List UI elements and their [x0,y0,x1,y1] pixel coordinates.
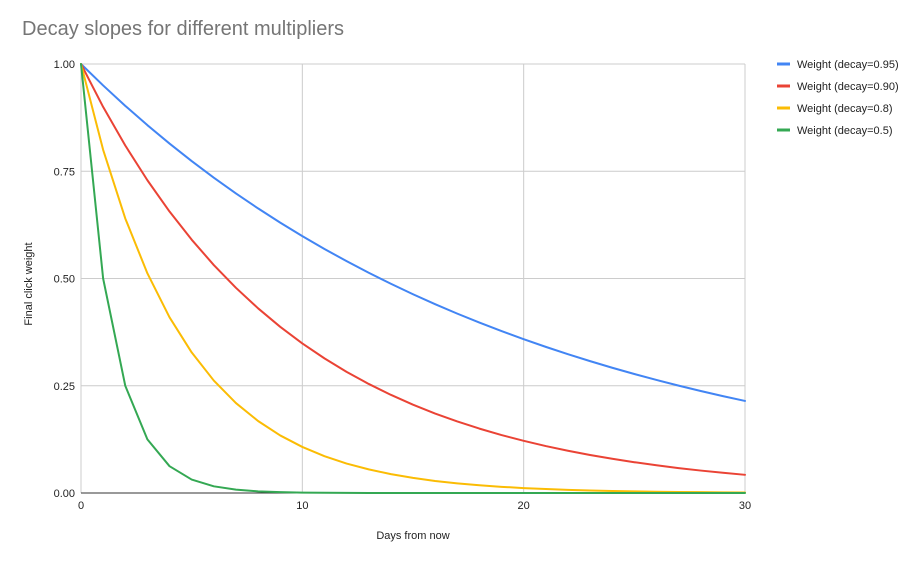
y-tick-label: 1.00 [54,59,75,71]
chart-title: Decay slopes for different multipliers [22,18,344,40]
x-tick-label: 0 [78,500,84,512]
legend-entry-label: Weight (decay=0.5) [797,125,893,137]
legend-entry-label: Weight (decay=0.8) [797,103,893,115]
legend-entry-label: Weight (decay=0.90) [797,81,899,93]
series-line-3 [80,63,746,494]
x-axis-ticks: 0 10 20 30 [78,500,751,512]
series-line-1 [80,63,746,402]
y-tick-label: 0.25 [54,381,75,393]
chart-grid [80,63,746,494]
x-axis-label: Days from now [376,530,449,542]
y-axis-label: Final click weight [23,242,35,325]
series-line-2 [80,63,746,476]
y-tick-label: 0.50 [54,274,75,286]
chart-series [80,63,746,494]
x-tick-label: 20 [518,500,530,512]
chart-legend: Weight (decay=0.95) Weight (decay=0.90) We… [777,59,899,137]
y-tick-label: 0.00 [54,488,75,500]
y-tick-label: 0.75 [54,166,75,178]
x-tick-label: 30 [739,500,751,512]
legend-entry-label: Weight (decay=0.95) [797,59,899,71]
x-tick-label: 10 [296,500,308,512]
y-axis-ticks: 0.00 0.25 0.50 0.75 1.00 [54,59,75,500]
series-line-4 [80,63,746,494]
